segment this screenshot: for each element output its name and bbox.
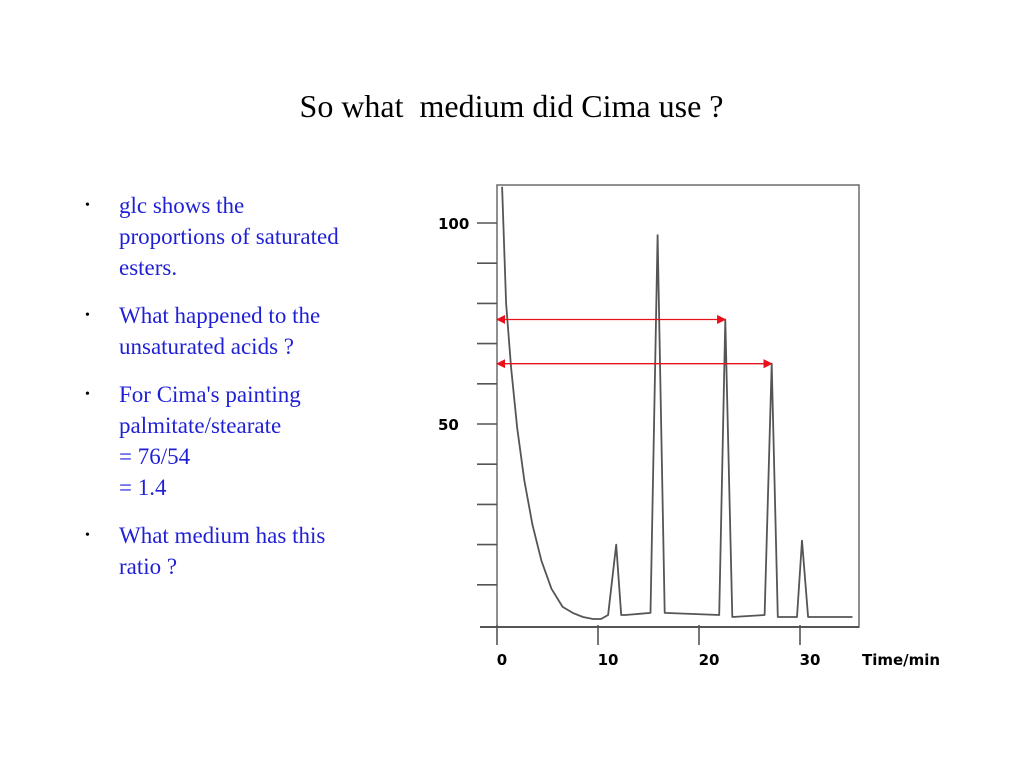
bullet-item-4: • What medium has this ratio ? <box>82 520 352 582</box>
bullet-dot-icon: • <box>85 387 90 402</box>
bullet-dot-icon: • <box>85 528 90 543</box>
bullet-dot-icon: • <box>85 308 90 323</box>
bullet-dot-icon: • <box>85 198 90 213</box>
plot-frame <box>496 184 860 628</box>
x-tick-label-0: 0 <box>497 651 507 669</box>
bullet-text-1: glc shows the proportions of saturated e… <box>119 193 339 280</box>
x-tick-label-30: 30 <box>800 651 821 669</box>
x-tick-label-10: 10 <box>598 651 619 669</box>
bullet-text-3: For Cima's painting palmitate/stearate =… <box>119 382 301 500</box>
chromatogram-trace-0 <box>501 186 853 620</box>
bullet-item-1: • glc shows the proportions of saturated… <box>82 190 352 283</box>
bullet-text-4: What medium has this ratio ? <box>119 523 326 579</box>
bullet-item-3: • For Cima's painting palmitate/stearate… <box>82 379 352 503</box>
bullet-text-2: What happened to the unsaturated acids ? <box>119 303 321 359</box>
x-tick-label-20: 20 <box>699 651 720 669</box>
x-axis-label: Time/min <box>862 651 940 669</box>
slide-title: So what medium did Cima use ? <box>299 88 724 124</box>
bullet-item-2: • What happened to the unsaturated acids… <box>82 300 352 362</box>
y-tick-label-100: 100 <box>438 215 469 233</box>
bullet-list: • glc shows the proportions of saturated… <box>82 190 352 599</box>
y-tick-label-50: 50 <box>438 416 459 434</box>
